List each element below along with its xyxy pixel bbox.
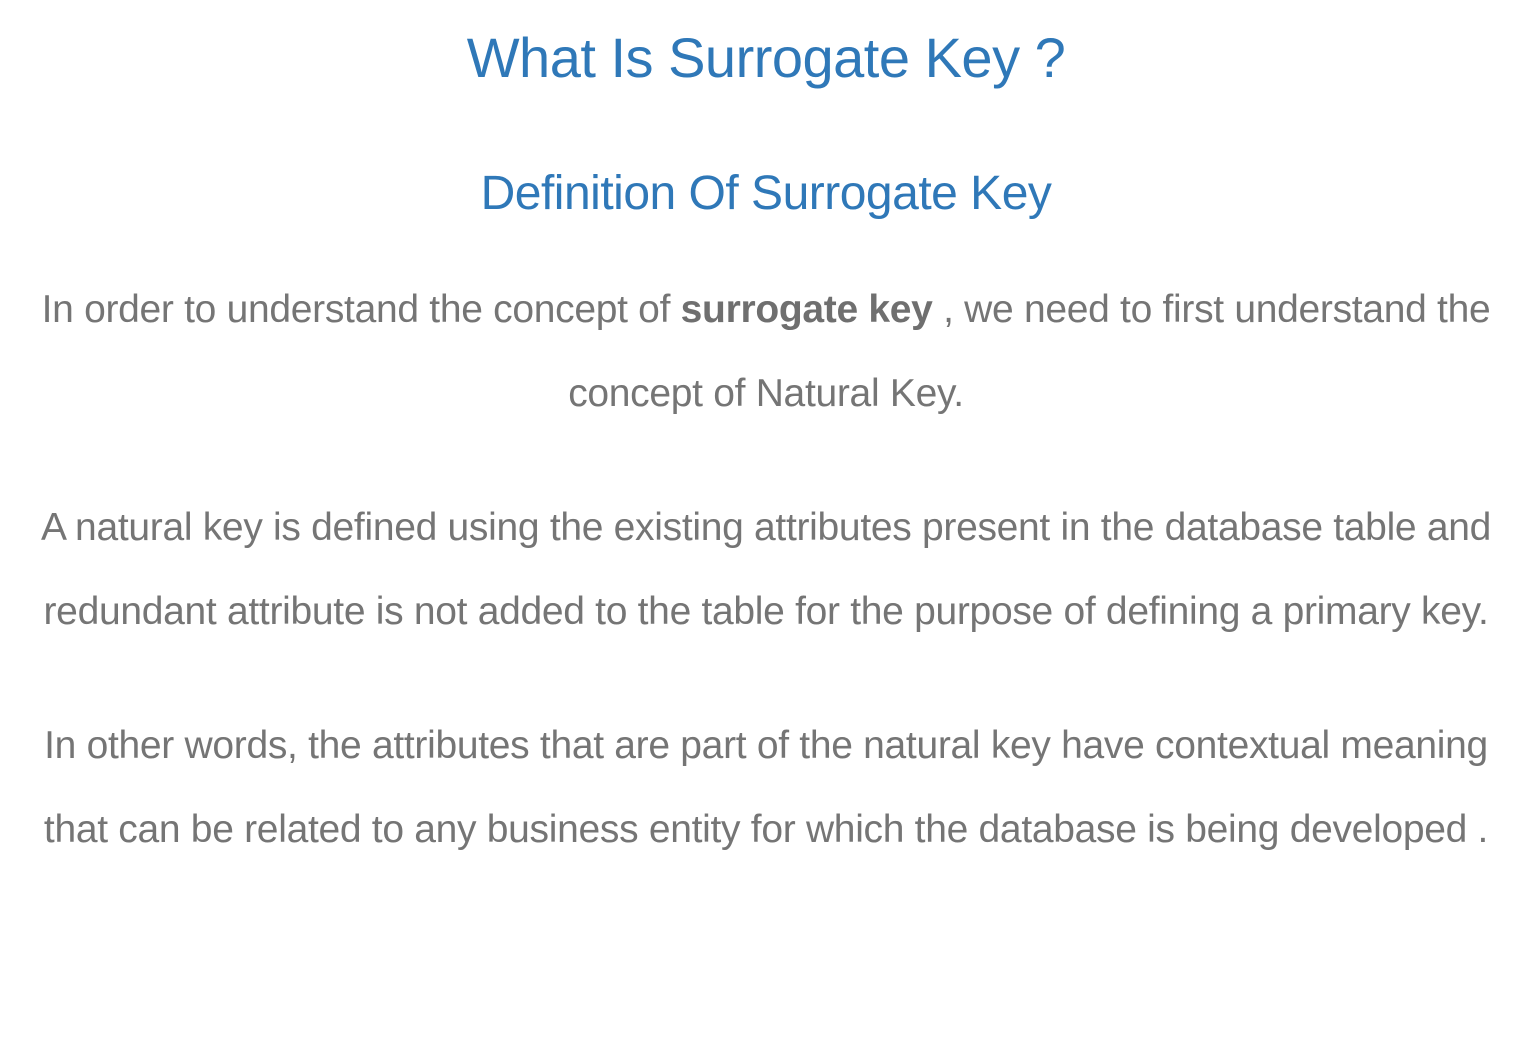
page-title: What Is Surrogate Key ? (466, 26, 1066, 89)
paragraph-natural-key-definition: A natural key is defined using the exist… (40, 506, 1492, 633)
paragraph-natural-key-meaning: In other words, the attributes that are … (43, 724, 1489, 851)
paragraph-intro: In order to understand the concept of su… (16, 268, 1516, 436)
paragraph-intro-after: , we need to first understand the concep… (568, 288, 1491, 415)
article: What Is Surrogate Key ? Definition Of Su… (16, 0, 1516, 872)
bold-term-surrogate-key: surrogate key (680, 288, 933, 331)
section-heading: Definition Of Surrogate Key (480, 167, 1052, 220)
paragraph-intro-before: In order to understand the concept of (41, 288, 681, 331)
